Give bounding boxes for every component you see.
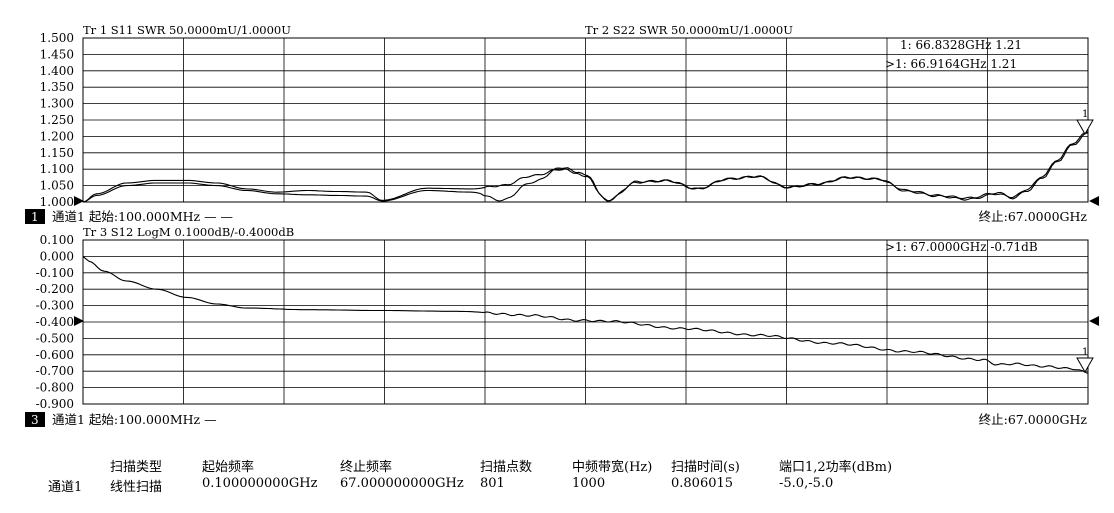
top-y-tick-label: 1.150 bbox=[40, 146, 74, 160]
bottom-left-reference-arrow-icon bbox=[74, 316, 84, 326]
settings-value-port-power[interactable]: -5.0,-5.0 bbox=[779, 476, 834, 491]
top-stop-frequency: 终止:67.0000GHz bbox=[979, 209, 1088, 224]
top-right-reference-arrow-icon bbox=[1089, 196, 1099, 206]
channel-badge-3[interactable] bbox=[25, 412, 45, 427]
bottom-start-frequency: 通道1 起始:100.000MHz — bbox=[52, 412, 217, 427]
bottom-y-tick-label: -0.800 bbox=[36, 381, 74, 395]
settings-row-label: 通道1 bbox=[48, 480, 83, 495]
top-y-tick-label: 1.100 bbox=[40, 162, 74, 176]
bottom-y-axis: 0.100 0.000 -0.100 -0.200 -0.300 -0.400 -0.500… bbox=[36, 233, 74, 411]
top-trace-1[interactable] bbox=[82, 131, 1089, 203]
bottom-y-tick-label: 0.000 bbox=[40, 249, 74, 263]
top-marker-readout-2: >1: 66.9164GHz 1.21 bbox=[885, 57, 1017, 71]
trace1-header[interactable]: Tr 1 S11 SWR 50.0000mU/1.0000U bbox=[83, 23, 291, 37]
bottom-y-tick-label: -0.900 bbox=[36, 397, 74, 411]
bottom-y-tick-label: -0.300 bbox=[36, 299, 74, 313]
channel-badge-1[interactable] bbox=[25, 209, 45, 224]
settings-header-stop-frequency: 终止频率 bbox=[340, 460, 393, 475]
settings-header-port-power: 端口1,2功率(dBm) bbox=[779, 460, 893, 475]
channel-badge-1-label: 1 bbox=[31, 210, 39, 224]
bottom-traces bbox=[82, 255, 1089, 374]
top-left-reference-arrow-icon bbox=[74, 196, 84, 206]
top-y-axis: 1.500 1.450 1.400 1.350 1.300 1.250 1.200 1.150… bbox=[40, 31, 74, 209]
settings-value-stop-frequency[interactable]: 67.000000000GHz bbox=[340, 476, 464, 491]
top-plot-grid bbox=[82, 37, 1089, 203]
bottom-y-tick-label: 0.100 bbox=[40, 233, 74, 247]
channel-settings-table: 扫描类型 起始频率 终止频率 扫描点数 中频带宽(Hz) 扫描时间(s) 端口1… bbox=[0, 452, 1114, 502]
top-marker-triangle-icon[interactable] bbox=[1076, 119, 1094, 136]
bottom-plot-grid bbox=[82, 239, 1089, 405]
bottom-trace-1[interactable] bbox=[82, 255, 1089, 374]
bottom-y-tick-label: -0.700 bbox=[36, 364, 74, 378]
bottom-stop-frequency: 终止:67.0000GHz bbox=[979, 412, 1088, 427]
top-y-tick-label: 1.050 bbox=[40, 179, 74, 193]
top-y-tick-label: 1.400 bbox=[40, 64, 74, 78]
settings-header-sweep-type: 扫描类型 bbox=[110, 460, 163, 475]
settings-value-if-bandwidth[interactable]: 1000 bbox=[572, 476, 606, 491]
bottom-y-tick-label: -0.500 bbox=[36, 331, 74, 345]
bottom-y-tick-label: -0.100 bbox=[36, 266, 74, 280]
bottom-y-tick-label: -0.200 bbox=[36, 282, 74, 296]
settings-value-sweep-time[interactable]: 0.806015 bbox=[671, 476, 734, 491]
analyzer-display: 1.500 1.450 1.400 1.350 1.300 1.250 1.200 1.150… bbox=[25, 23, 1099, 427]
settings-header-if-bandwidth: 中频带宽(Hz) bbox=[572, 460, 653, 475]
top-y-tick-label: 1.350 bbox=[40, 80, 74, 94]
top-y-tick-label: 1.250 bbox=[40, 113, 74, 127]
settings-value-start-frequency[interactable]: 0.100000000GHz bbox=[202, 476, 318, 491]
top-y-tick-label: 1.450 bbox=[40, 47, 74, 61]
bottom-marker-readout-1: >1: 67.0000GHz -0.71dB bbox=[885, 240, 1038, 254]
bottom-y-tick-label: -0.400 bbox=[36, 315, 74, 329]
settings-header-start-frequency: 起始频率 bbox=[202, 460, 255, 475]
top-start-frequency: 通道1 起始:100.000MHz — — bbox=[52, 209, 233, 224]
settings-header-points: 扫描点数 bbox=[480, 460, 533, 475]
top-traces bbox=[82, 131, 1089, 203]
channel-badge-3-label: 3 bbox=[31, 413, 39, 427]
top-y-tick-label: 1.000 bbox=[40, 195, 74, 209]
trace3-header[interactable]: Tr 3 S12 LogM 0.1000dB/-0.4000dB bbox=[83, 225, 294, 239]
top-y-tick-label: 1.200 bbox=[40, 129, 74, 143]
bottom-marker-triangle-icon[interactable] bbox=[1076, 357, 1094, 374]
top-y-tick-label: 1.300 bbox=[40, 97, 74, 111]
settings-header-sweep-time: 扫描时间(s) bbox=[671, 460, 740, 475]
settings-value-points[interactable]: 801 bbox=[480, 476, 505, 491]
trace2-header[interactable]: Tr 2 S22 SWR 50.0000mU/1.0000U bbox=[585, 23, 793, 37]
top-marker-readout-1: 1: 66.8328GHz 1.21 bbox=[900, 38, 1022, 52]
top-trace-2[interactable] bbox=[82, 132, 1089, 203]
bottom-y-tick-label: -0.600 bbox=[36, 348, 74, 362]
top-marker-flag: 1 bbox=[1082, 109, 1088, 120]
settings-value-sweep-type[interactable]: 线性扫描 bbox=[110, 480, 163, 495]
bottom-marker-flag: 1 bbox=[1082, 347, 1088, 358]
bottom-right-reference-arrow-icon bbox=[1089, 316, 1099, 326]
top-y-tick-label: 1.500 bbox=[40, 31, 74, 45]
